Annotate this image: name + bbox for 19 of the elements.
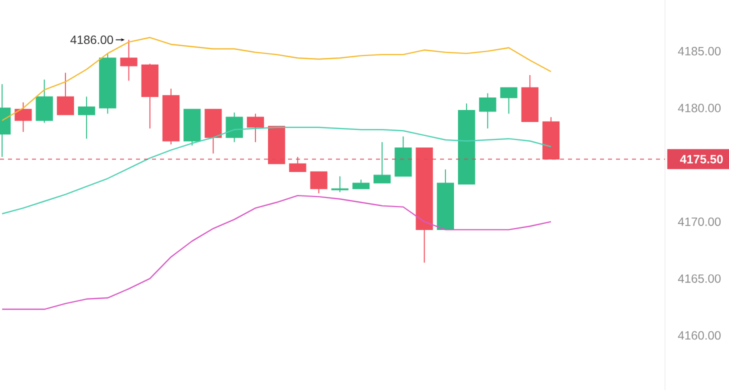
candlestick: [246, 113, 264, 143]
candlestick: [226, 112, 243, 143]
candlestick: [56, 72, 74, 116]
y-tick-label: 4165.00: [678, 274, 721, 283]
candlestick: [310, 171, 328, 194]
ref-line-label: 4175.50: [680, 154, 723, 164]
y-tick-label: 4185.00: [678, 46, 721, 56]
candlestick: [352, 179, 370, 190]
candlestick: [36, 79, 53, 124]
candlestick: [500, 87, 518, 114]
candlestick: [479, 92, 496, 129]
candlestick: [289, 156, 306, 172]
annotation: 4186.00: [70, 36, 114, 44]
candlestick: [14, 102, 32, 132]
candlestick: [78, 96, 96, 140]
y-tick-label: 4170.00: [678, 217, 721, 226]
y-tick-label: 4160.00: [678, 331, 721, 340]
y-tick-label: 4180.00: [678, 104, 721, 112]
candlestick: [374, 142, 391, 184]
